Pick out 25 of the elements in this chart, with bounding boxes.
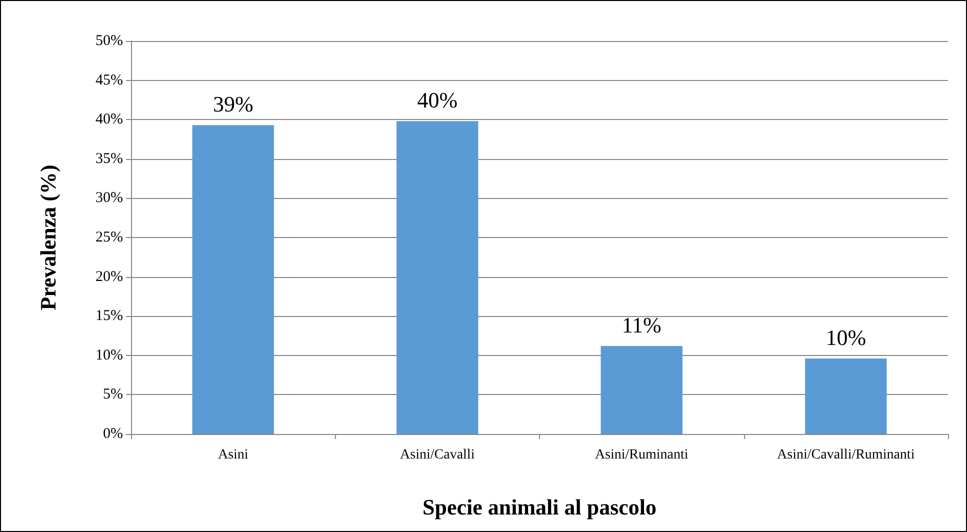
y-tick-label: 50% [96,33,123,49]
data-label: 40% [417,88,458,113]
y-tick-label: 45% [96,72,123,88]
y-tick-label: 10% [96,347,123,364]
x-tick-label: Asini [218,448,248,462]
y-tick-label: 20% [96,268,123,285]
y-tick-label: 5% [103,386,123,403]
y-tick-label: 35% [96,150,123,167]
y-tick-label: 40% [96,112,123,128]
y-tick-label: 15% [96,308,123,324]
x-tick-label: Asini/Cavalli [400,448,475,462]
x-tick-label: Asini/Cavalli/Ruminanti [777,448,915,462]
y-tick-label: 30% [96,190,123,206]
y-axis-title: Prevalenza (%) [36,164,60,310]
x-tick-label: Asini/Ruminanti [594,448,688,462]
bar [192,125,274,434]
bar [805,358,887,434]
bar [396,121,478,434]
data-label: 39% [212,92,254,117]
bar [600,346,682,434]
y-tick-label: 25% [96,230,123,246]
data-label: 10% [826,325,866,350]
data-label: 11% [622,312,662,338]
y-tick-label: 0% [103,426,123,442]
x-axis-title: Specie animali al pascolo [422,494,657,520]
